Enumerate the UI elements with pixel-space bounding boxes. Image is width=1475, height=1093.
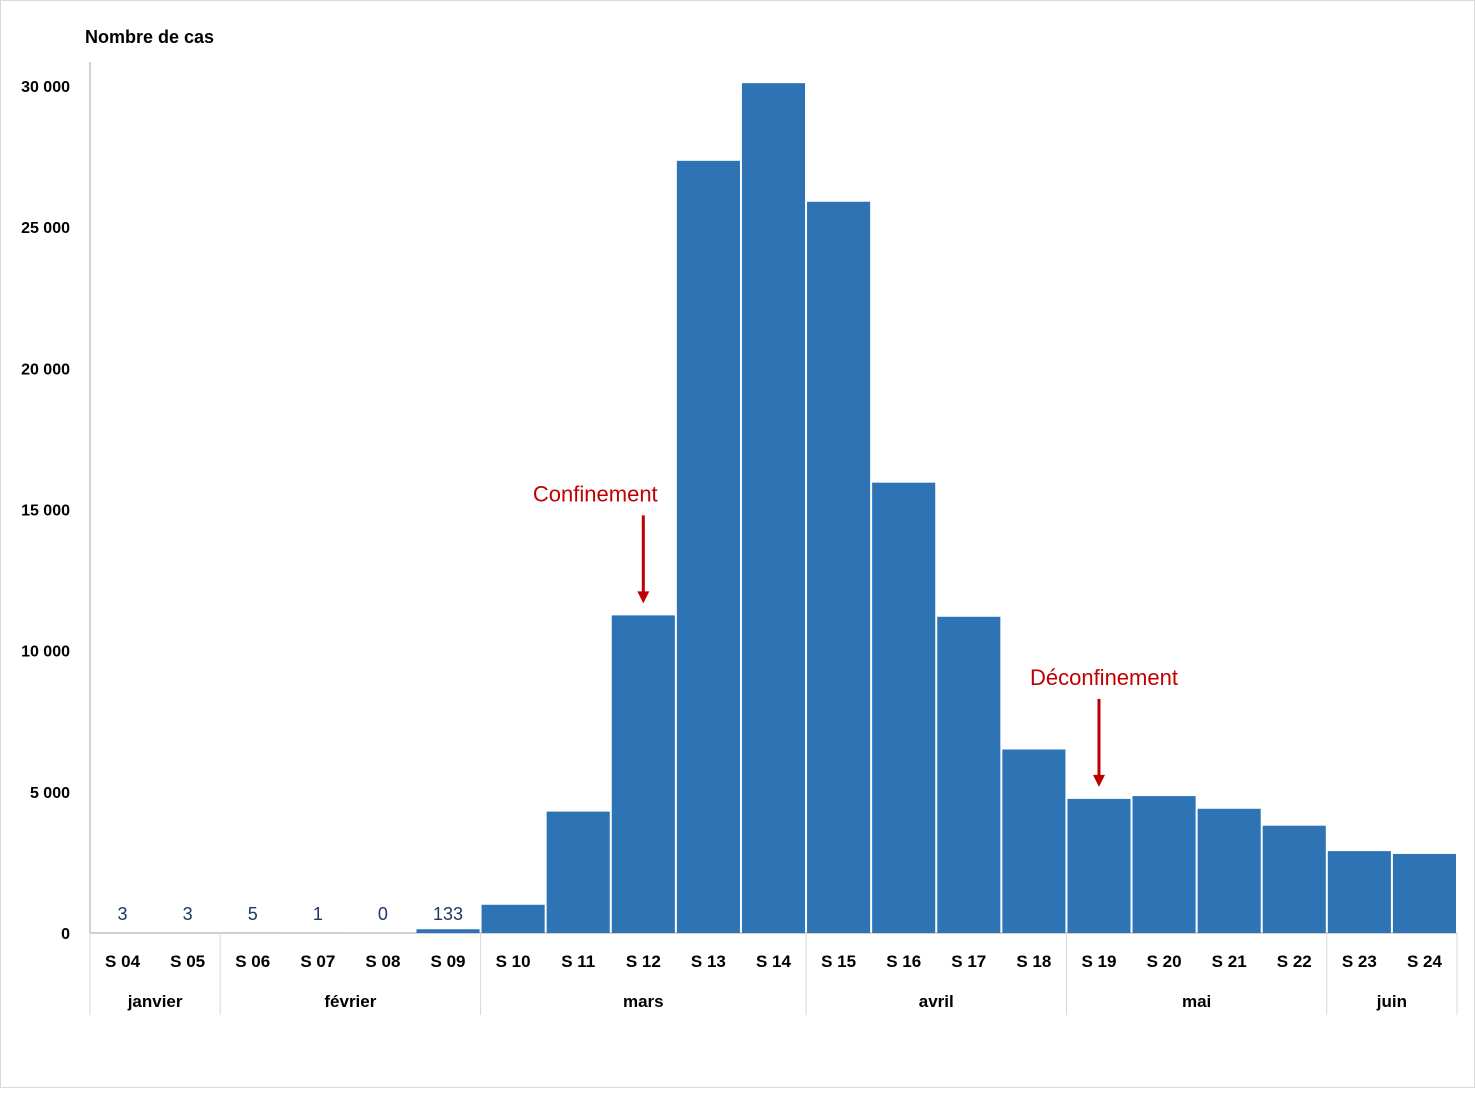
y-tick-label: 10 000 [21,644,70,661]
month-label: juin [1376,992,1407,1011]
x-tick-label: S 22 [1277,952,1312,971]
y-axis-title: Nombre de cas [85,27,214,47]
month-label: janvier [127,992,183,1011]
bar [612,615,675,933]
x-tick-label: S 04 [105,952,141,971]
bar [416,929,479,933]
x-tick-label: S 08 [365,952,400,971]
annotation-label: Confinement [533,481,658,506]
x-tick-label: S 07 [300,952,335,971]
data-label: 3 [183,904,193,924]
bar [482,905,545,933]
x-tick-label: S 10 [496,952,531,971]
x-tick-label: S 19 [1081,952,1116,971]
bar [1133,796,1196,933]
bar [937,617,1000,933]
bar [807,202,870,933]
data-label: 0 [378,904,388,924]
x-tick-label: S 18 [1016,952,1051,971]
x-tick-label: S 15 [821,952,856,971]
y-tick-label: 5 000 [30,785,70,802]
x-tick-label: S 14 [756,952,792,971]
x-tick-label: S 20 [1147,952,1182,971]
y-tick-label: 0 [61,926,70,943]
bar [677,161,740,933]
bar [1393,854,1456,933]
x-tick-label: S 13 [691,952,726,971]
month-label: avril [919,992,954,1011]
bar [1198,809,1261,933]
data-label: 1 [313,904,323,924]
month-label: mars [623,992,664,1011]
y-tick-label: 15 000 [21,503,70,520]
x-tick-label: S 21 [1212,952,1247,971]
bar [1067,799,1130,933]
x-tick-label: S 24 [1407,952,1443,971]
x-tick-label: S 23 [1342,952,1377,971]
x-tick-label: S 11 [561,952,595,971]
month-label: février [324,992,376,1011]
bar [872,483,935,933]
x-tick-label: S 17 [951,952,986,971]
bar [1002,749,1065,933]
x-tick-label: S 09 [431,952,466,971]
bar [1263,826,1326,933]
x-tick-label: S 06 [235,952,270,971]
data-label: 5 [248,904,258,924]
x-tick-label: S 05 [170,952,205,971]
bar [742,83,805,933]
y-tick-label: 20 000 [21,361,70,378]
bar [547,812,610,933]
data-label: 3 [118,904,128,924]
y-tick-label: 30 000 [21,79,70,96]
annotation-label: Déconfinement [1030,665,1178,690]
month-label: mai [1182,992,1211,1011]
x-tick-label: S 16 [886,952,921,971]
x-tick-label: S 12 [626,952,661,971]
data-label: 133 [433,904,463,924]
bar [1328,851,1391,933]
y-tick-label: 25 000 [21,220,70,237]
